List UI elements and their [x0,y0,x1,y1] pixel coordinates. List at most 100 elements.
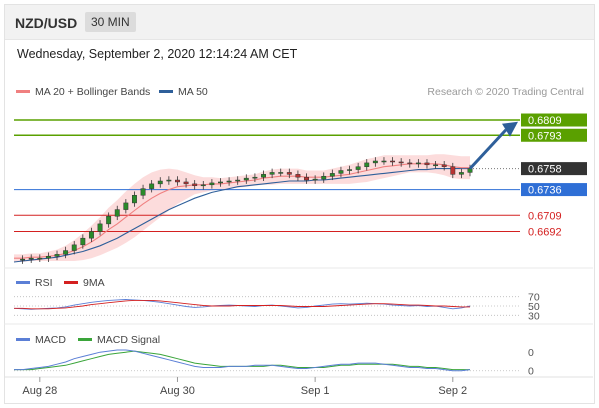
rsi-tick-30: 30 [528,310,540,322]
level-label-0.6809: 0.6809 [528,115,562,127]
forecast-arrow-shaft [468,128,508,170]
main-legend: MA 20 + Bollinger Bands MA 50 Research ©… [16,86,584,98]
candle-body [226,180,232,183]
candle-body [218,181,223,184]
credit-text: Research © 2020 Trading Central [427,86,584,98]
x-tick-label-0: Aug 28 [22,385,57,397]
candle-body [441,164,447,167]
ma20-path [14,163,470,259]
macd-panel: 00 [14,347,534,378]
candle-body [166,179,172,182]
x-tick-label-3: Sep 2 [438,385,467,397]
candle-body [415,162,421,165]
candle-body [209,182,215,186]
candle-body [261,174,266,178]
macd-tick-upper: 0 [528,347,534,359]
candle-body [80,237,86,246]
candle-body [192,183,198,187]
candle-body [398,161,404,164]
legend-swatch-ma20 [16,90,30,93]
candle-body [28,257,34,260]
macd-path [14,349,471,372]
candle-body [45,256,51,259]
candle-body [286,172,292,175]
candle-body [372,160,378,164]
candle-body [355,166,361,170]
candle-body [321,175,327,180]
bollinger-bands [14,154,470,262]
candle-body [175,179,180,183]
legend-label-9ma: 9MA [83,277,105,289]
candle-body [97,223,103,232]
candle-body [295,174,301,178]
candle-body [304,176,309,181]
candle-body [329,173,335,177]
ma50-line [13,168,470,263]
rsi-tick-70: 70 [528,292,540,304]
candle-body [433,164,439,167]
timeframe-badge[interactable]: 30 MIN [85,12,136,32]
rsi-tick-50: 50 [528,301,540,313]
candle-body [114,209,120,217]
candle-body [252,176,258,179]
chart-frame: NZD/USD 30 MIN Wednesday, September 2, 2… [4,4,595,404]
ma50-path [13,168,470,263]
x-axis-ticks: Aug 28 Aug 30 Sep 1 Sep 2 [22,377,467,397]
ma20-line [14,163,470,259]
candle-body [390,160,396,163]
candle-body [458,172,464,175]
candle-body [71,244,77,251]
legend-swatch-macd-signal [78,338,92,341]
rsi-legend: RSI 9MA [16,277,105,289]
legend-swatch-rsi [16,281,30,284]
level-label-box-0.6736 [521,183,587,197]
macd-tick-lower: 0 [528,366,534,378]
candle-body [243,177,249,181]
candle-body [140,188,146,196]
legend-label-macd-signal: MACD Signal [97,334,160,346]
forecast-arrow-head [502,121,518,137]
x-tick-label-1: Aug 30 [160,385,195,397]
candle-body [450,166,456,175]
candle-body [381,160,387,163]
legend-label-rsi: RSI [35,277,53,289]
candle-body [269,172,275,175]
candle-body [200,184,206,187]
price-candles [20,157,473,264]
candle-body [149,183,155,189]
rsi-9ma-path [14,299,470,310]
candle-body [20,258,26,261]
legend-swatch-macd [16,338,30,341]
level-label-0.6758: 0.6758 [528,164,562,176]
candle-body [424,162,430,166]
forecast-arrow [468,121,518,170]
bollinger-band-area [14,154,470,262]
candle-body [347,169,352,171]
candle-body [467,168,473,173]
level-label-box-0.6809 [521,113,587,127]
level-label-box-0.6758 [521,162,587,176]
candle-body [123,202,129,210]
candle-body [364,162,370,167]
legend-label-ma20: MA 20 + Bollinger Bands [35,86,150,98]
candle-body [312,178,318,181]
legend-label-macd: MACD [35,334,66,346]
chart-datetime: Wednesday, September 2, 2020 12:14:24 AM… [17,47,298,61]
level-label-0.6736: 0.6736 [528,185,562,197]
candle-body [157,180,163,185]
price-level-labels: 0.6809 0.6793 0.6758 0.6736 0.6709 0.6692 [521,113,587,239]
candle-body [235,179,241,182]
candle-body [37,257,43,260]
level-label-box-0.6793 [521,128,587,142]
candle-body [106,216,112,225]
x-tick-label-2: Sep 1 [301,385,330,397]
currency-pair-title: NZD/USD [15,15,78,31]
macd-legend: MACD MACD Signal [16,334,160,346]
legend-label-ma50: MA 50 [178,86,208,98]
candle-body [183,181,189,185]
level-label-0.6709: 0.6709 [528,210,562,222]
candle-body [132,195,137,204]
candle-body [407,162,413,165]
